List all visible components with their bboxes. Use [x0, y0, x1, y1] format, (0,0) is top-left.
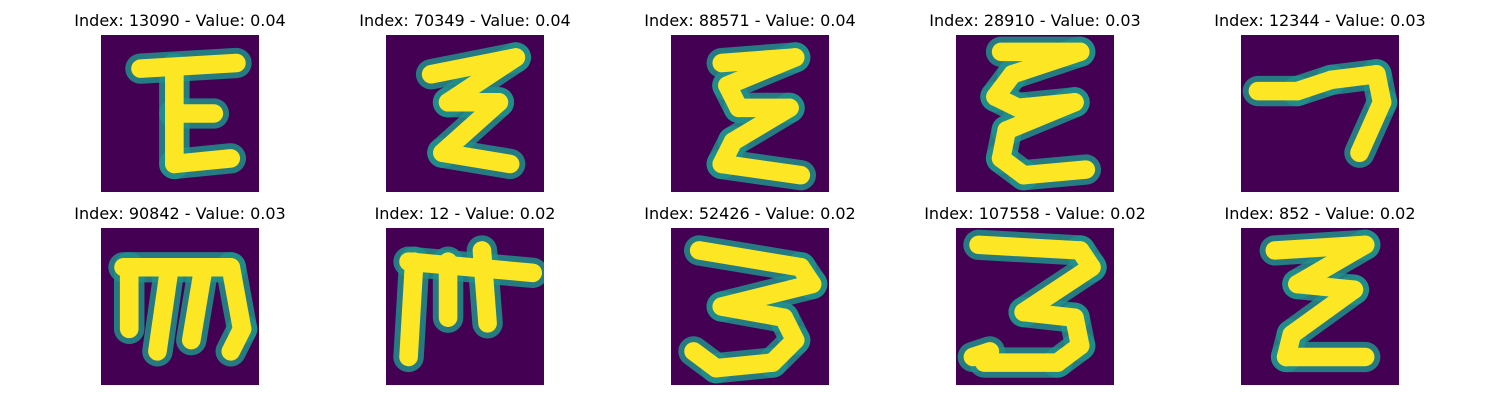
- glyph-stroke: [963, 342, 1000, 367]
- image-panel: Index: 13090 - Value: 0.04: [35, 11, 325, 201]
- glyph-stroke: [706, 353, 782, 378]
- glyph-stroke: [712, 154, 811, 185]
- image-panel: Index: 90842 - Value: 0.03: [35, 204, 325, 394]
- glyph-image: [1241, 35, 1399, 192]
- glyph-stroke: [712, 297, 794, 327]
- glyph-image: [101, 228, 259, 385]
- image-panel: Index: 88571 - Value: 0.04: [605, 11, 895, 201]
- glyph-stroke: [969, 235, 1090, 260]
- glyph-stroke: [997, 93, 1084, 140]
- glyph-image: [956, 228, 1114, 385]
- glyph-image: [671, 228, 829, 385]
- panel-title: Index: 70349 - Value: 0.04: [359, 11, 571, 30]
- glyph-stroke: [399, 252, 543, 283]
- glyph-stroke: [399, 252, 424, 367]
- image-panel: Index: 70349 - Value: 0.04: [320, 11, 610, 201]
- image-panel: Index: 107558 - Value: 0.02: [890, 204, 1180, 394]
- glyph-image: [386, 228, 544, 385]
- panel-title: Index: 52426 - Value: 0.02: [644, 204, 856, 223]
- glyph-stroke: [689, 241, 811, 277]
- image-panel: Index: 28910 - Value: 0.03: [890, 11, 1180, 201]
- image-panel: Index: 852 - Value: 0.02: [1175, 204, 1465, 394]
- glyph-image: [671, 35, 829, 192]
- glyph-stroke: [131, 53, 246, 78]
- glyph-stroke: [221, 257, 252, 339]
- panel-title: Index: 107558 - Value: 0.02: [924, 204, 1146, 223]
- panel-title: Index: 12344 - Value: 0.03: [1214, 11, 1426, 30]
- glyph-stroke: [433, 93, 509, 163]
- panel-title: Index: 12 - Value: 0.02: [374, 204, 556, 223]
- glyph-stroke: [723, 98, 799, 151]
- panel-title: Index: 852 - Value: 0.02: [1224, 204, 1416, 223]
- glyph-stroke: [165, 149, 241, 174]
- glyph-stroke: [1282, 280, 1364, 344]
- glyph-stroke: [684, 342, 726, 378]
- panel-title: Index: 28910 - Value: 0.03: [929, 11, 1141, 30]
- glyph-stroke: [433, 143, 520, 174]
- glyph-stroke: [148, 263, 179, 361]
- glyph-stroke: [181, 263, 212, 350]
- glyph-image: [1241, 228, 1399, 385]
- glyph-stroke: [1350, 93, 1392, 163]
- panel-title: Index: 13090 - Value: 0.04: [74, 11, 286, 30]
- glyph-stroke: [718, 48, 805, 95]
- panel-title: Index: 90842 - Value: 0.03: [74, 204, 286, 223]
- glyph-image: [386, 35, 544, 192]
- glyph-image: [101, 35, 259, 192]
- panel-title: Index: 88571 - Value: 0.04: [644, 11, 856, 30]
- image-panel: Index: 12344 - Value: 0.03: [1175, 11, 1465, 201]
- glyph-stroke: [1014, 160, 1096, 185]
- glyph-stroke: [221, 319, 252, 361]
- image-panel: Index: 12 - Value: 0.02: [320, 204, 610, 394]
- glyph-image: [956, 35, 1114, 192]
- glyph-stroke: [472, 241, 497, 333]
- image-panel: Index: 52426 - Value: 0.02: [605, 204, 895, 394]
- glyph-stroke: [1003, 42, 1090, 84]
